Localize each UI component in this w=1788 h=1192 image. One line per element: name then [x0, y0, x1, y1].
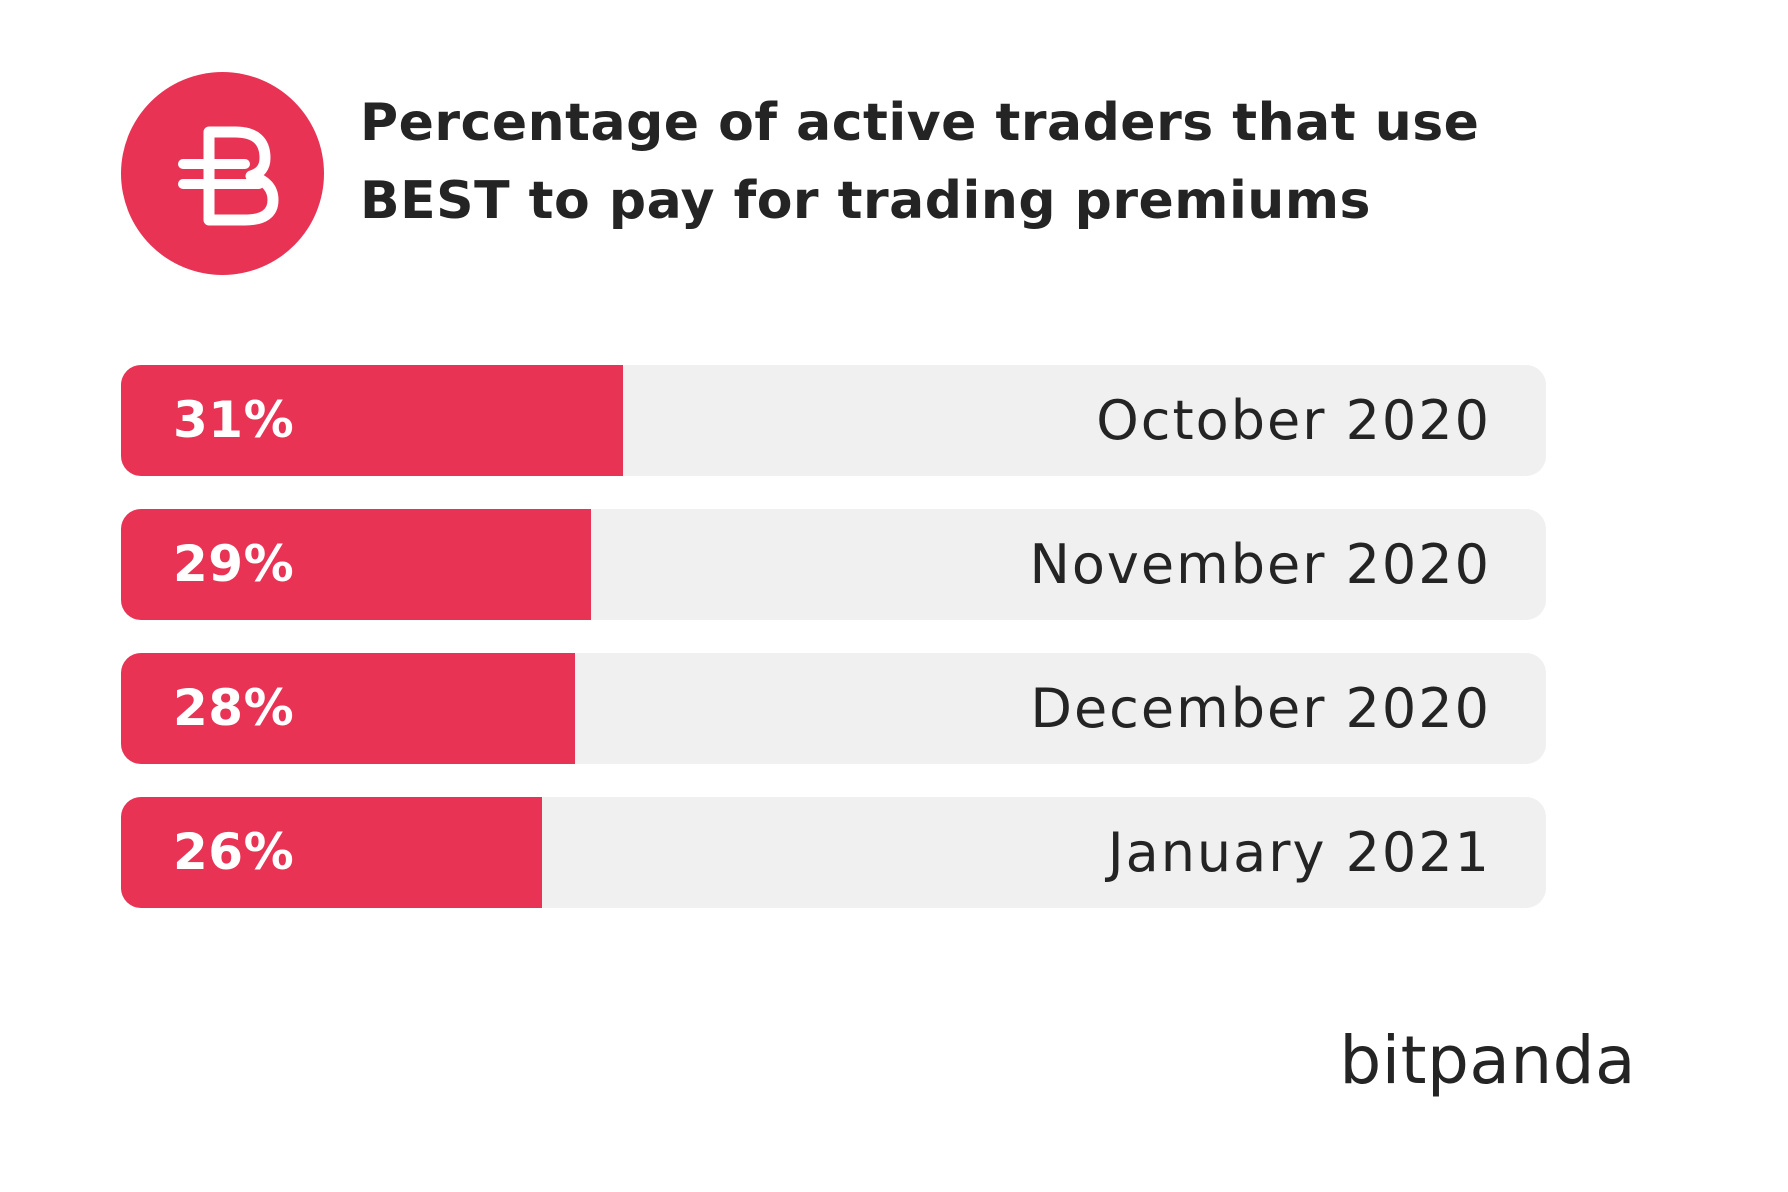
- best-token-icon: [121, 72, 324, 275]
- bar-chart: 31% October 2020 29% November 2020 28% Decemb…: [121, 0, 1546, 1192]
- bar-track: 26% January 2021: [121, 797, 1546, 908]
- chart-title: Percentage of active traders that use BE…: [360, 84, 1660, 240]
- bar: [121, 509, 591, 620]
- bar-category-label: January 2021: [1107, 821, 1491, 884]
- bar-track: 29% November 2020: [121, 509, 1546, 620]
- bitpanda-logo: bitpanda: [1339, 1022, 1636, 1099]
- bar-track: 28% December 2020: [121, 653, 1546, 764]
- bar-value-label: 28%: [173, 679, 295, 737]
- chart-title-line-1: Percentage of active traders that use: [360, 93, 1480, 153]
- bar-category-label: December 2020: [1030, 677, 1491, 740]
- bar-value-label: 26%: [173, 823, 295, 881]
- bar-value-label: 31%: [173, 391, 295, 449]
- bar-value-label: 29%: [173, 535, 295, 593]
- bar-category-label: October 2020: [1096, 389, 1491, 452]
- bar: [121, 797, 543, 908]
- bar-category-label: November 2020: [1029, 533, 1491, 596]
- bar: [121, 653, 575, 764]
- chart-title-line-2: BEST to pay for trading premiums: [360, 171, 1371, 231]
- best-glyph: [178, 126, 279, 226]
- bar-track: 31% October 2020: [121, 365, 1546, 476]
- bar: [121, 365, 624, 476]
